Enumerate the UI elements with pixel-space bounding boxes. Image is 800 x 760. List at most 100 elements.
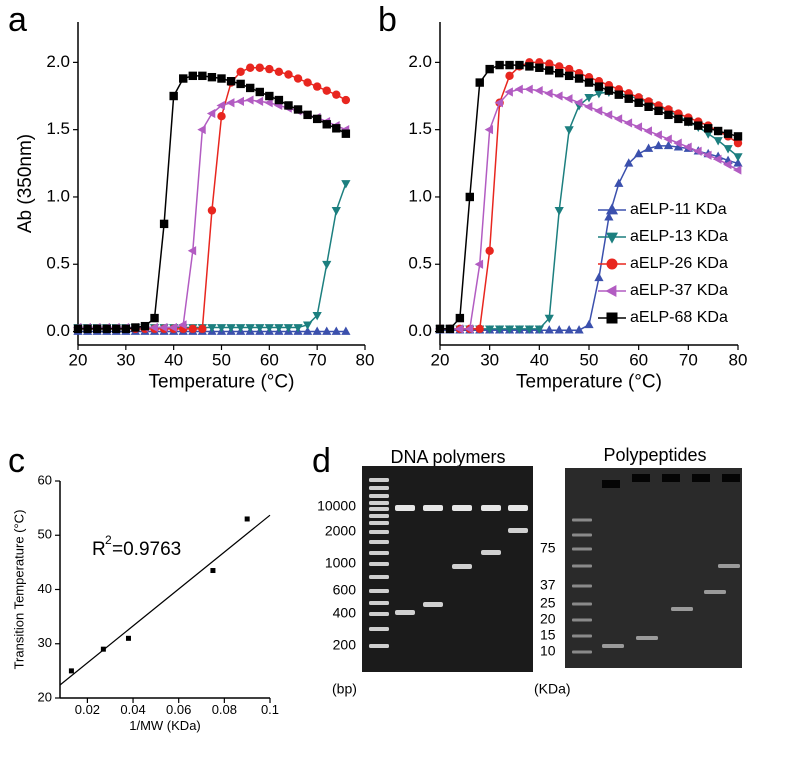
x-tick-label: 60: [260, 351, 279, 370]
marker: [584, 78, 594, 87]
legend-label: aELP-68 KDa: [630, 309, 728, 326]
ladder-band: [369, 507, 389, 511]
ladder-band: [369, 612, 389, 616]
marker: [341, 326, 351, 335]
marker: [634, 98, 643, 107]
marker: [284, 70, 293, 79]
marker: [474, 259, 484, 269]
x-axis-title: 1/MW (KDa): [129, 718, 201, 733]
gel-band: [508, 528, 528, 533]
marker: [332, 90, 341, 99]
x-tick-label: 0.06: [166, 702, 191, 717]
marker: [235, 96, 244, 107]
marker: [322, 260, 332, 270]
marker: [733, 132, 743, 141]
marker: [226, 324, 236, 333]
marker: [555, 62, 564, 71]
marker: [603, 110, 613, 120]
marker: [322, 86, 331, 95]
y-tick-label: 1.5: [46, 119, 70, 138]
marker: [624, 94, 633, 103]
marker: [485, 325, 495, 334]
marker: [312, 114, 322, 124]
marker: [535, 63, 544, 72]
marker: [236, 79, 245, 89]
ladder-band: [369, 562, 389, 566]
marker: [312, 312, 322, 321]
marker: [188, 324, 197, 334]
marker: [245, 95, 254, 105]
marker: [265, 64, 274, 74]
ladder-band: [369, 551, 389, 555]
marker: [723, 160, 732, 170]
gel-band: [508, 505, 528, 511]
marker: [544, 314, 554, 324]
marker: [544, 88, 553, 98]
marker: [293, 324, 303, 333]
marker: [534, 325, 544, 334]
marker: [254, 96, 264, 107]
ladder-band: [572, 602, 592, 606]
marker: [121, 324, 131, 334]
point: [244, 516, 250, 522]
marker: [545, 59, 554, 68]
marker: [178, 320, 187, 330]
annotation: =0.9763: [112, 539, 181, 560]
gel-well: [602, 480, 620, 488]
y-tick-label: 40: [38, 581, 52, 596]
marker: [246, 83, 255, 93]
marker: [302, 326, 313, 335]
marker: [524, 325, 535, 334]
marker: [664, 110, 673, 120]
gel-band: [395, 505, 415, 511]
marker: [544, 325, 554, 334]
marker: [564, 325, 574, 334]
marker: [197, 125, 206, 135]
ladder-band: [369, 589, 389, 593]
marker: [723, 145, 733, 154]
marker: [226, 98, 235, 108]
y-tick-label: 50: [38, 527, 52, 542]
ladder-band: [572, 533, 592, 537]
marker: [732, 165, 742, 175]
marker: [604, 86, 614, 95]
x-axis-title: Temperature (°C): [516, 371, 662, 392]
marker: [494, 325, 505, 334]
marker: [207, 324, 217, 333]
ladder-label: 1000: [325, 555, 356, 571]
x-tick-label: 0.08: [212, 702, 237, 717]
marker: [236, 67, 245, 76]
marker: [574, 74, 584, 83]
unit-label: (bp): [332, 681, 357, 697]
panel-label: d: [312, 442, 331, 480]
marker: [723, 129, 733, 138]
marker: [265, 91, 274, 101]
marker: [246, 63, 255, 72]
gel-image: [565, 468, 742, 668]
marker: [643, 126, 652, 136]
ladder-label: 75: [540, 540, 556, 556]
gel-band: [452, 505, 472, 511]
legend-marker: [605, 203, 619, 215]
marker: [255, 87, 264, 97]
marker: [216, 100, 225, 111]
marker: [283, 324, 294, 333]
gel-band: [602, 644, 624, 648]
marker: [663, 140, 674, 150]
gel-image: [362, 466, 533, 672]
marker: [504, 87, 513, 97]
marker: [475, 78, 484, 87]
marker: [514, 84, 523, 94]
marker: [485, 246, 494, 255]
marker: [226, 77, 236, 86]
ladder-band: [572, 584, 592, 588]
ladder-band: [572, 634, 592, 638]
marker: [255, 63, 264, 72]
marker: [217, 74, 226, 83]
legend-label: aELP-37 KDa: [630, 282, 728, 299]
ladder-band: [369, 601, 389, 605]
marker: [322, 326, 332, 335]
legend-label: aELP-13 KDa: [630, 228, 728, 245]
x-tick-label: 60: [629, 351, 648, 370]
